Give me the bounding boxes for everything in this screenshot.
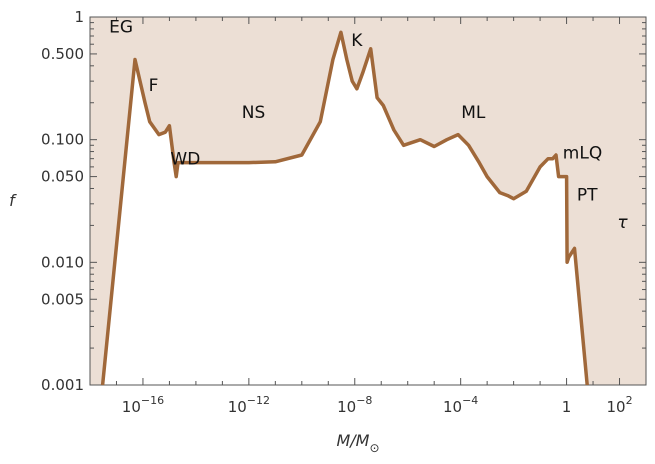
y-axis-ticks: 1 0.500 0.100 0.050 0.010 0.005 0.001 xyxy=(41,8,646,394)
y-tick-label: 0.010 xyxy=(41,253,84,271)
y-tick-label: 0.500 xyxy=(41,45,84,63)
region-label: F xyxy=(149,76,159,96)
region-label: mLQ xyxy=(563,144,602,164)
constraint-line xyxy=(100,30,589,386)
x-tick-label: 102 xyxy=(606,394,632,416)
x-axis-label-main: M/M xyxy=(336,431,369,450)
x-tick-label: 1 xyxy=(562,398,572,416)
x-tick-label: 10−8 xyxy=(337,394,372,416)
region-label: PT xyxy=(577,185,598,205)
x-axis-label: M/M⊙ xyxy=(336,431,379,455)
excluded-region-fill xyxy=(90,17,646,385)
y-tick-label: 0.001 xyxy=(41,376,84,394)
y-tick-label: 0.005 xyxy=(41,290,84,308)
region-label: K xyxy=(351,31,363,51)
y-axis-label: f xyxy=(9,191,17,210)
region-label: EG xyxy=(109,17,133,37)
x-axis-label-subscript: ⊙ xyxy=(369,441,379,455)
y-tick-label: 0.100 xyxy=(41,131,84,149)
plot-border xyxy=(89,16,647,386)
region-label: WD xyxy=(170,149,200,169)
region-label: NS xyxy=(242,103,266,123)
x-tick-label: 10−12 xyxy=(228,394,270,416)
x-tick-label: 10−4 xyxy=(443,394,478,416)
region-label: τ xyxy=(617,213,628,233)
region-label: ML xyxy=(461,103,486,123)
plot-frame xyxy=(89,16,647,386)
x-axis-ticks: 10−16 10−12 10−8 10−4 1 102 xyxy=(89,17,647,416)
y-tick-label: 1 xyxy=(74,8,84,26)
region-labels: EG F WD NS K ML mLQ PT τ xyxy=(109,17,628,233)
y-tick-label: 0.050 xyxy=(41,168,84,186)
x-tick-label: 10−16 xyxy=(122,394,164,416)
